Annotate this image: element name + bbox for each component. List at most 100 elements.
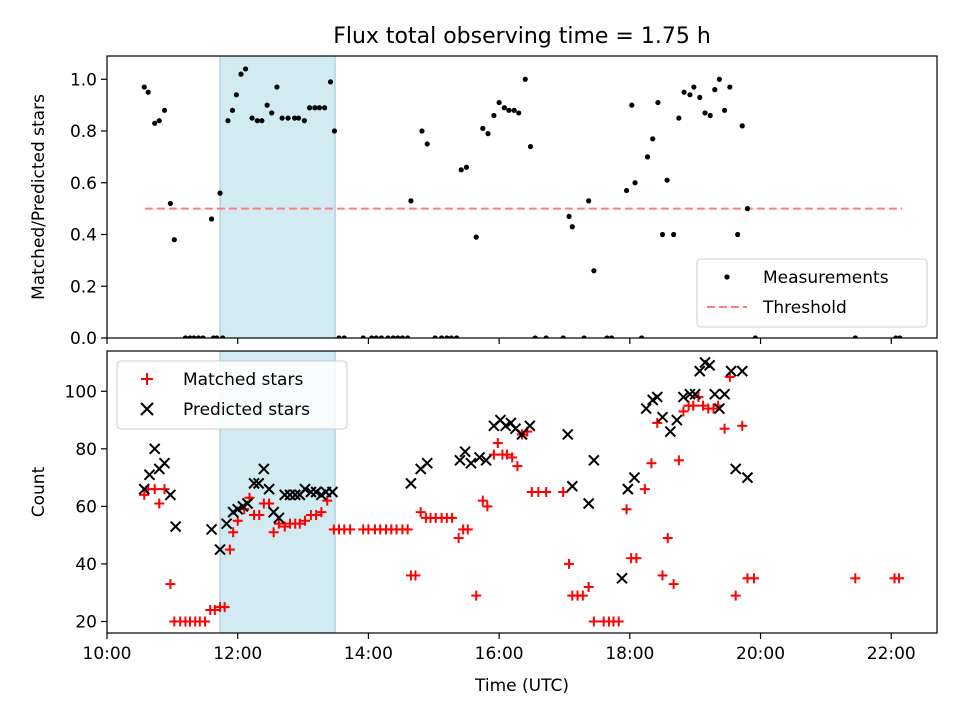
data-point bbox=[300, 515, 311, 526]
data-point bbox=[558, 487, 569, 497]
data-point bbox=[295, 115, 302, 121]
data-point bbox=[219, 602, 230, 613]
x-b bbox=[405, 477, 417, 490]
data-point bbox=[156, 118, 162, 124]
x-b bbox=[289, 489, 301, 501]
x-tick-label: 16:00 bbox=[475, 644, 524, 664]
data-point bbox=[360, 335, 366, 338]
x-b bbox=[305, 486, 317, 498]
data-point bbox=[644, 154, 651, 160]
data-point bbox=[744, 206, 751, 212]
data-point bbox=[678, 406, 689, 417]
data-point bbox=[200, 335, 206, 338]
data-point bbox=[491, 112, 497, 119]
data-point bbox=[191, 335, 197, 338]
data-point bbox=[269, 110, 275, 116]
data-point bbox=[512, 461, 523, 472]
data-point bbox=[721, 107, 728, 113]
data-point bbox=[405, 335, 411, 338]
data-point bbox=[668, 579, 679, 590]
data-point bbox=[569, 224, 575, 230]
x-b bbox=[703, 359, 716, 372]
x-b bbox=[310, 486, 322, 498]
data-point bbox=[171, 237, 177, 243]
data-point bbox=[458, 167, 464, 173]
data-point bbox=[448, 335, 455, 338]
data-point bbox=[264, 102, 270, 108]
data-point bbox=[676, 115, 682, 121]
data-point bbox=[299, 483, 311, 495]
data-point bbox=[702, 110, 708, 116]
x-b bbox=[252, 477, 265, 490]
x-b bbox=[640, 402, 652, 415]
data-point bbox=[739, 123, 745, 129]
x-b bbox=[736, 365, 748, 377]
x-b bbox=[664, 425, 677, 438]
data-point bbox=[480, 454, 492, 467]
data-point bbox=[241, 497, 254, 510]
data-point bbox=[623, 187, 630, 194]
data-point bbox=[703, 359, 716, 372]
data-point bbox=[453, 533, 464, 544]
legend-dot-marker bbox=[724, 274, 730, 280]
data-point bbox=[664, 177, 670, 183]
x-b bbox=[263, 483, 275, 495]
data-point bbox=[228, 527, 239, 538]
data-point bbox=[232, 503, 244, 515]
data-point bbox=[713, 402, 726, 415]
data-point bbox=[205, 523, 218, 536]
data-point bbox=[698, 400, 709, 411]
data-point bbox=[725, 365, 737, 377]
data-point bbox=[691, 84, 697, 90]
ratio-panel: 0.0 0.2 0.4 0.6 0.8 1.0 Matched/Predicted star… bbox=[29, 55, 938, 349]
data-point bbox=[233, 92, 240, 98]
x-b bbox=[279, 489, 291, 501]
data-point bbox=[141, 84, 147, 90]
data-point bbox=[454, 335, 460, 338]
data-point bbox=[399, 335, 406, 338]
legend-label: Threshold bbox=[762, 298, 847, 318]
data-point bbox=[421, 457, 433, 469]
x-b bbox=[562, 428, 574, 441]
data-point bbox=[473, 451, 486, 464]
data-point bbox=[454, 454, 466, 467]
data-point bbox=[664, 425, 677, 438]
data-point bbox=[345, 524, 356, 535]
data-point bbox=[501, 105, 507, 111]
x-b bbox=[505, 417, 517, 429]
y-tick-label: 80 bbox=[75, 440, 97, 460]
x-b bbox=[164, 489, 177, 501]
data-point bbox=[419, 128, 425, 134]
plot-area bbox=[141, 66, 903, 338]
axes-frame bbox=[106, 55, 938, 339]
data-point bbox=[737, 420, 748, 431]
data-point bbox=[522, 76, 528, 82]
data-point bbox=[310, 486, 322, 498]
data-point bbox=[893, 335, 899, 338]
x-b bbox=[248, 477, 260, 490]
data-point bbox=[656, 411, 669, 423]
x-b bbox=[684, 388, 696, 400]
data-point bbox=[378, 335, 385, 338]
x-b bbox=[149, 443, 161, 455]
data-point bbox=[214, 543, 226, 556]
data-point bbox=[249, 115, 255, 121]
x-b bbox=[622, 483, 634, 495]
data-point bbox=[650, 136, 656, 142]
data-point bbox=[471, 590, 482, 601]
x-b bbox=[671, 414, 683, 426]
data-point bbox=[238, 71, 244, 77]
x-b bbox=[494, 414, 507, 426]
data-point bbox=[684, 388, 696, 400]
y-tick-label: 0.4 bbox=[70, 226, 97, 246]
data-point bbox=[143, 469, 156, 481]
data-point bbox=[485, 131, 491, 137]
data-point bbox=[405, 477, 417, 490]
data-point bbox=[402, 524, 413, 535]
data-point bbox=[727, 84, 733, 90]
x-b bbox=[694, 365, 706, 377]
figure-title: Flux total observing time = 1.75 h bbox=[333, 24, 711, 49]
data-point bbox=[439, 335, 445, 338]
data-point bbox=[735, 231, 741, 238]
